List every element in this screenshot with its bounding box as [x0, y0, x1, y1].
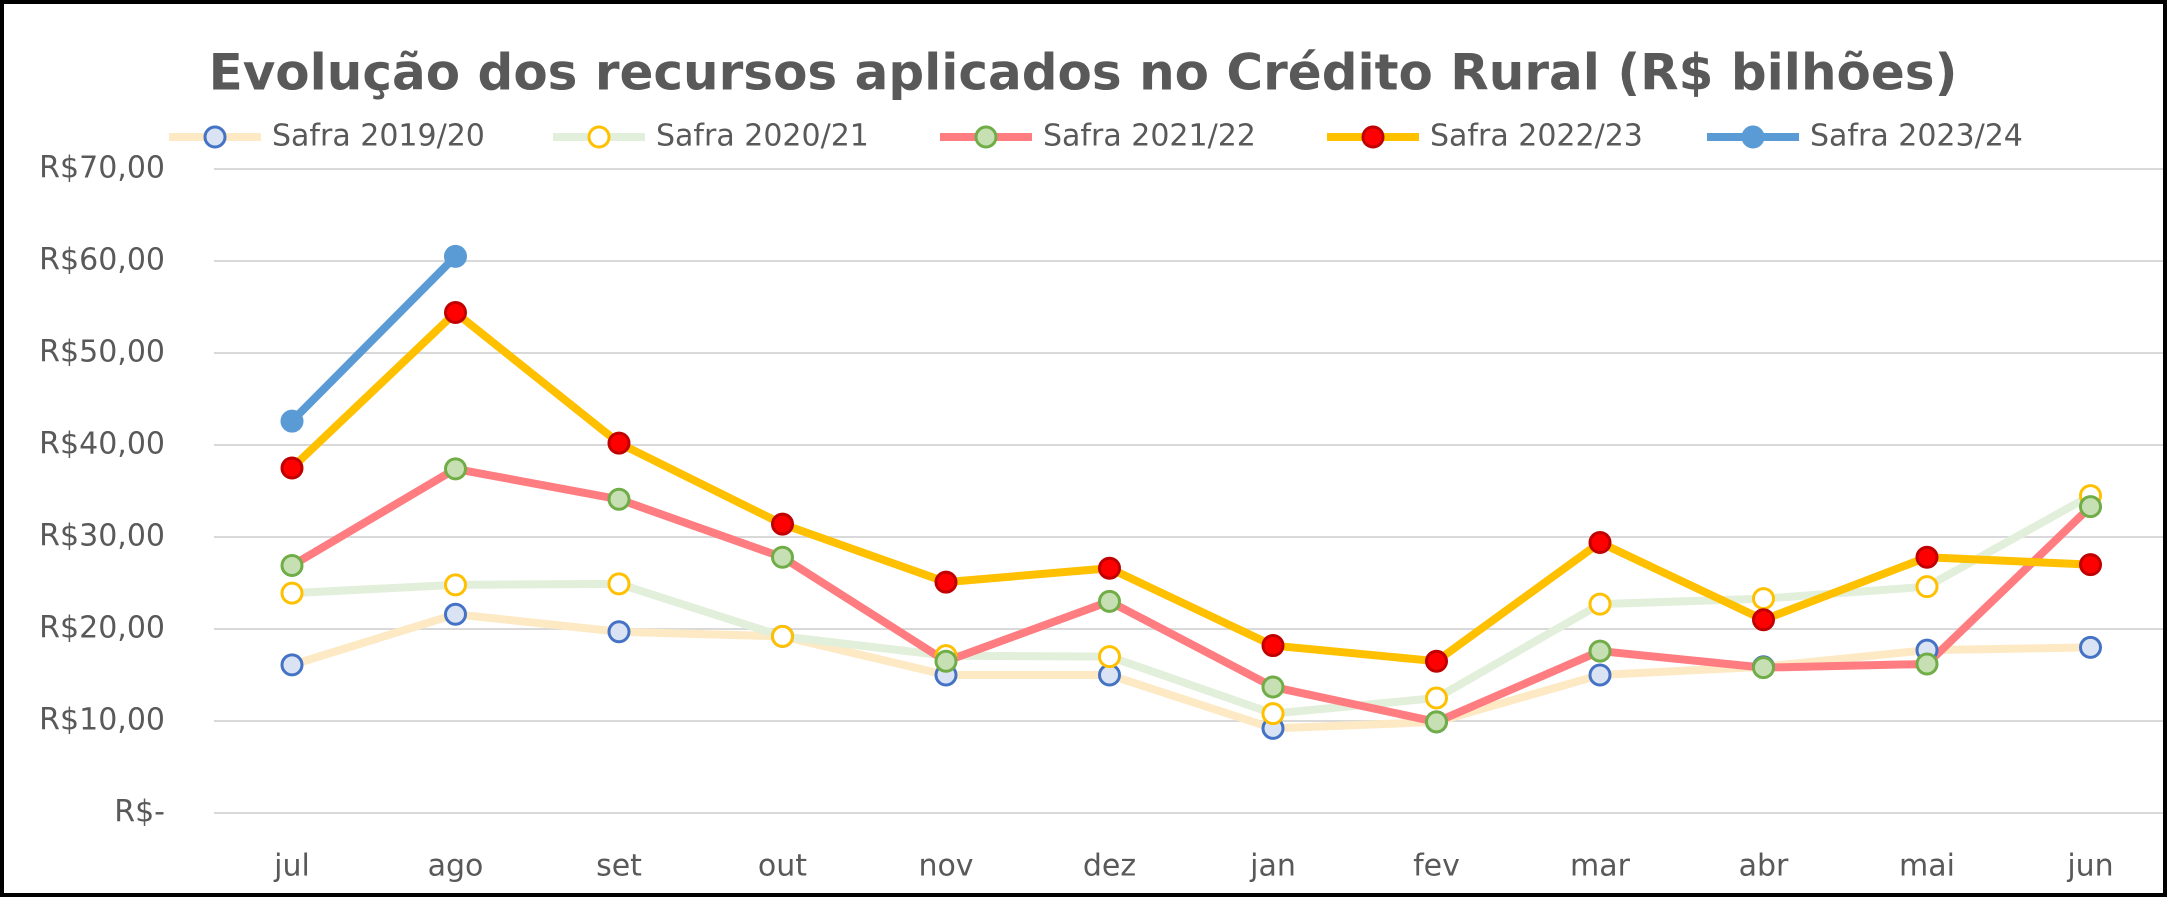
y-tick-label: R$50,00 — [39, 335, 165, 370]
data-point — [280, 653, 304, 677]
data-point — [2079, 553, 2102, 577]
y-tick-label: R$30,00 — [39, 519, 165, 554]
x-tick-label: jul — [273, 849, 310, 884]
data-point — [2079, 635, 2102, 659]
data-point — [280, 456, 304, 480]
y-tick-label: R$60,00 — [39, 243, 165, 278]
data-point — [444, 457, 467, 481]
data-point — [444, 244, 467, 268]
x-tick-label: jun — [2066, 849, 2113, 884]
data-point — [280, 581, 304, 605]
data-point — [1752, 656, 1775, 680]
x-tick-label: fev — [1413, 849, 1460, 884]
data-point — [1261, 675, 1285, 699]
legend-label: Safra 2023/24 — [1810, 119, 2023, 154]
x-tick-label: mar — [1570, 849, 1631, 884]
data-point — [771, 624, 794, 648]
data-point — [444, 602, 467, 626]
data-point — [1752, 608, 1775, 632]
legend-label: Safra 2022/23 — [1430, 119, 1643, 154]
legend-marker — [203, 125, 227, 149]
x-tick-label: abr — [1739, 849, 1789, 884]
y-tick-label: R$- — [114, 795, 165, 830]
y-tick-label: R$70,00 — [39, 151, 165, 186]
x-tick-label: jan — [1249, 849, 1296, 884]
data-point — [934, 649, 958, 673]
data-point — [280, 409, 304, 433]
data-point — [1915, 652, 1939, 676]
legend-marker — [1361, 125, 1385, 149]
x-tick-label: dez — [1083, 849, 1136, 884]
data-point — [934, 570, 958, 594]
legend-label: Safra 2020/21 — [656, 119, 869, 154]
data-point — [444, 573, 467, 597]
data-point — [1098, 589, 1121, 613]
data-point — [771, 545, 794, 569]
data-point — [280, 554, 304, 578]
data-point — [607, 620, 631, 644]
series-line — [288, 308, 2095, 666]
x-tick-label: nov — [918, 849, 973, 884]
data-point — [1425, 649, 1448, 673]
x-tick-label: out — [758, 849, 807, 884]
legend-marker — [974, 125, 998, 149]
y-tick-label: R$20,00 — [39, 611, 165, 646]
chart-title: Evolução dos recursos aplicados no Crédi… — [209, 44, 1958, 102]
legend-label: Safra 2021/22 — [1043, 119, 1256, 154]
data-point — [1588, 531, 1612, 555]
data-point — [1425, 686, 1448, 710]
data-point — [1098, 556, 1121, 580]
series-line — [288, 252, 460, 426]
y-tick-label: R$10,00 — [39, 703, 165, 738]
legend-marker — [1741, 125, 1765, 149]
data-point — [1588, 639, 1612, 663]
data-point — [1915, 575, 1939, 599]
data-point — [1588, 592, 1612, 616]
data-point — [1098, 645, 1121, 669]
data-point — [1261, 634, 1285, 658]
series-line — [288, 491, 2095, 718]
legend-label: Safra 2019/20 — [272, 119, 485, 154]
x-tick-label: set — [596, 849, 642, 884]
data-point — [1261, 702, 1285, 726]
x-tick-label: mai — [1899, 849, 1955, 884]
data-point — [771, 512, 794, 536]
data-point — [607, 431, 631, 455]
legend-marker — [587, 125, 611, 149]
x-tick-label: ago — [428, 849, 484, 884]
data-point — [607, 572, 631, 596]
series-line — [288, 464, 2095, 726]
data-point — [1915, 545, 1939, 569]
data-point — [1752, 587, 1775, 611]
data-point — [2079, 495, 2102, 519]
data-point — [1588, 663, 1612, 687]
data-point — [607, 487, 631, 511]
data-point — [1425, 710, 1448, 734]
data-point — [444, 301, 467, 325]
y-tick-label: R$40,00 — [39, 427, 165, 462]
